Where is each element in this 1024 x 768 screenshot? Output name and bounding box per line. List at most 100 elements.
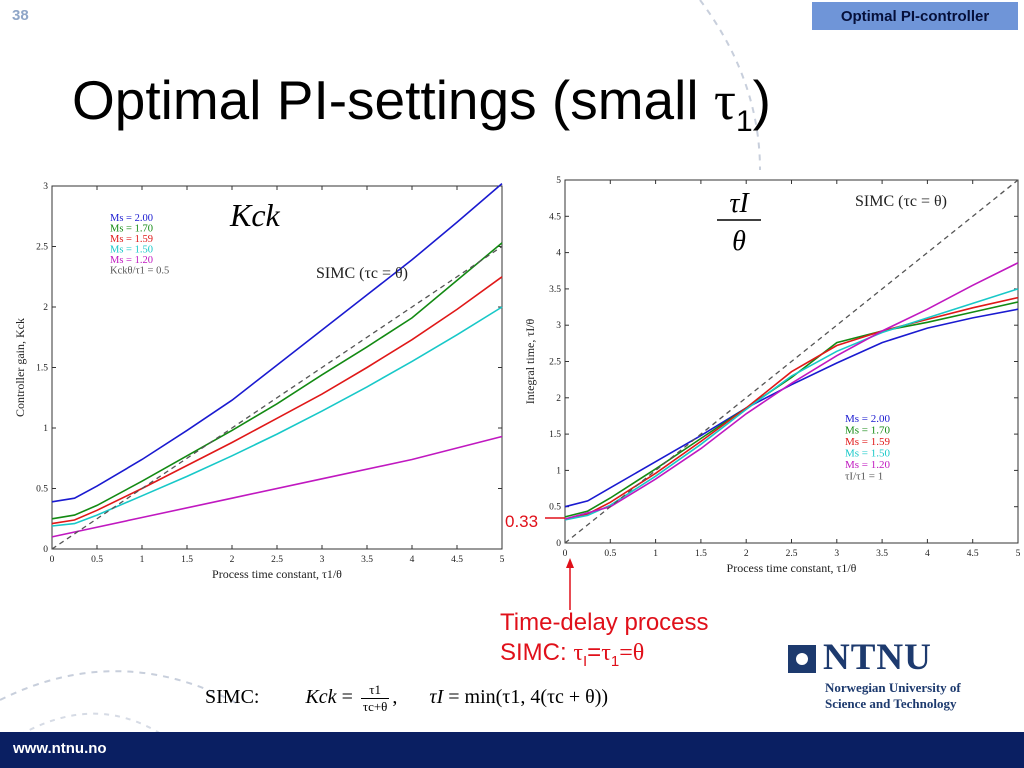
chart-title-denominator: θ [732, 226, 746, 257]
x-tick-label: 2 [230, 555, 235, 565]
x-tick-label: 4.5 [967, 549, 979, 559]
y-tick-label: 2.5 [549, 358, 561, 368]
series-line [51, 306, 503, 527]
formula-prefix: SIMC: [205, 686, 260, 709]
annotation-prefix: SIMC: [500, 639, 574, 666]
x-tick-label: 3.5 [361, 555, 373, 565]
chart-controller-gain: 0 0.5 1 1.5 2 2.5 3 3.5 4 4.5 5 0 0.5 1 1.5 2 2.5 3 Proces… [13, 182, 505, 581]
y-tick-label: 3 [43, 182, 48, 192]
series-line [564, 308, 1019, 508]
y-tick-label: 0 [556, 539, 561, 549]
simc-annotation: SIMC (τc = θ) [316, 265, 408, 282]
title-subscript: 1 [735, 105, 753, 138]
x-tick-label: 5 [1016, 549, 1020, 559]
x-tick-label: 2.5 [271, 555, 283, 565]
legend-entry: τI/τ1 = 1 [845, 471, 883, 483]
x-tick-label: 0.5 [604, 549, 616, 559]
page-title: Optimal PI-settings (small τ1) [72, 68, 771, 139]
formula-kck: Kck [305, 686, 337, 709]
ntnu-logo-icon [788, 645, 816, 673]
x-axis-label: Process time constant, τ1/θ [212, 567, 342, 581]
x-axis-label: Process time constant, τ1/θ [727, 561, 857, 575]
series-line [51, 245, 503, 550]
x-tick-label: 4 [410, 555, 415, 565]
legend-entry: Ms = 1.50 [845, 448, 891, 460]
legend-entry: Ms = 1.70 [845, 425, 891, 437]
x-tick-label: 2 [744, 549, 749, 559]
series-line [51, 242, 503, 520]
formula-eq: = [341, 686, 353, 709]
annotation-tau2: τ [601, 640, 611, 666]
y-tick-label: 4 [556, 249, 561, 259]
logo-sub1: Norwegian University of [825, 680, 961, 695]
x-tick-label: 2.5 [786, 549, 798, 559]
x-tick-label: 0 [50, 555, 55, 565]
y-axis-label: Controller gain, Kck [13, 318, 27, 417]
y-tick-label: 0 [43, 545, 48, 555]
x-tick-label: 1 [140, 555, 145, 565]
y-tick-label: 2 [556, 394, 561, 404]
footer-bar: www.ntnu.no [0, 732, 1024, 768]
y-tick-label: 2 [43, 303, 48, 313]
series-line [51, 276, 503, 525]
formula-rhs: min(τ1, 4(τc + θ)) [464, 686, 609, 709]
series-line [564, 179, 1019, 544]
title-close: ) [752, 69, 771, 131]
annotation-sub-1: 1 [610, 652, 620, 670]
x-tick-label: 3 [320, 555, 325, 565]
x-tick-label: 0.5 [91, 555, 103, 565]
y-tick-label: 4.5 [549, 212, 561, 222]
x-tick-label: 3 [834, 549, 839, 559]
y-tick-label: 1 [43, 424, 48, 434]
x-tick-label: 0 [563, 549, 568, 559]
chart-title: τI [729, 188, 750, 219]
y-tick-label: 5 [556, 176, 561, 186]
legend-entry: Ms = 1.20 [110, 255, 153, 266]
legend-entry: Kckθ/τ1 = 0.5 [110, 266, 169, 277]
y-tick-label: 3 [556, 321, 561, 331]
y-tick-label: 3.5 [549, 285, 561, 295]
annotation-line1: Time-delay process [500, 609, 709, 636]
annotation-sub-i: I [583, 652, 588, 670]
legend-entry: Ms = 1.20 [845, 459, 891, 471]
footer-url[interactable]: www.ntnu.no [13, 740, 107, 757]
time-delay-annotation: Time-delay process SIMC: τI=τ1=θ [500, 608, 709, 677]
annotation-eq2: = [619, 640, 633, 666]
chart-title: Kck [229, 197, 281, 233]
simc-annotation: SIMC (τc = θ) [855, 193, 947, 210]
simc-formula: SIMC: Kck = τ1 τc+θ, τI = min(τ1, 4(τc + … [205, 682, 608, 715]
y-tick-label: 1.5 [549, 430, 561, 440]
logo-sub2: Science and Technology [825, 696, 957, 711]
slide-number: 38 [12, 7, 29, 24]
logo-name: NTNU [823, 637, 932, 678]
legend-entry: Ms = 2.00 [110, 213, 153, 224]
annotation-tau: τ [573, 640, 583, 666]
chart-integral-time: 0 0.5 1 1.5 2 2.5 3 3.5 4 4.5 5 0 0.5 1 1.5 2 2.5 3 3.5 4 4.… [523, 176, 1020, 575]
x-tick-label: 4.5 [451, 555, 463, 565]
y-tick-label: 0.5 [549, 503, 561, 513]
legend-entry: Ms = 1.50 [110, 245, 153, 256]
legend-entry: Ms = 1.59 [845, 436, 891, 448]
x-tick-label: 1.5 [181, 555, 193, 565]
y-tick-label: 1 [556, 466, 561, 476]
formula-eq2: = [448, 686, 460, 709]
legend-entry: Ms = 1.70 [110, 224, 153, 235]
x-tick-label: 5 [500, 555, 505, 565]
x-tick-label: 3.5 [876, 549, 888, 559]
formula-num: τ1 [360, 682, 390, 699]
y-tick-label: 2.5 [36, 243, 48, 253]
legend-entry: Ms = 2.00 [845, 413, 891, 425]
series-line [51, 435, 503, 538]
formula-fraction: τ1 τc+θ [360, 682, 390, 715]
title-main: Optimal PI-settings (small [72, 69, 714, 131]
annotation-theta: θ [632, 640, 645, 666]
topic-badge: Optimal PI-controller [812, 2, 1018, 30]
formula-taui: τI [429, 686, 444, 709]
x-tick-label: 1.5 [695, 549, 707, 559]
formula-den: τc+θ [362, 699, 388, 714]
formula-comma: , [392, 686, 398, 709]
title-tau: τ [713, 70, 736, 131]
y-tick-label: 1.5 [36, 364, 48, 374]
y-axis-label: Integral time, τI/θ [523, 318, 537, 404]
